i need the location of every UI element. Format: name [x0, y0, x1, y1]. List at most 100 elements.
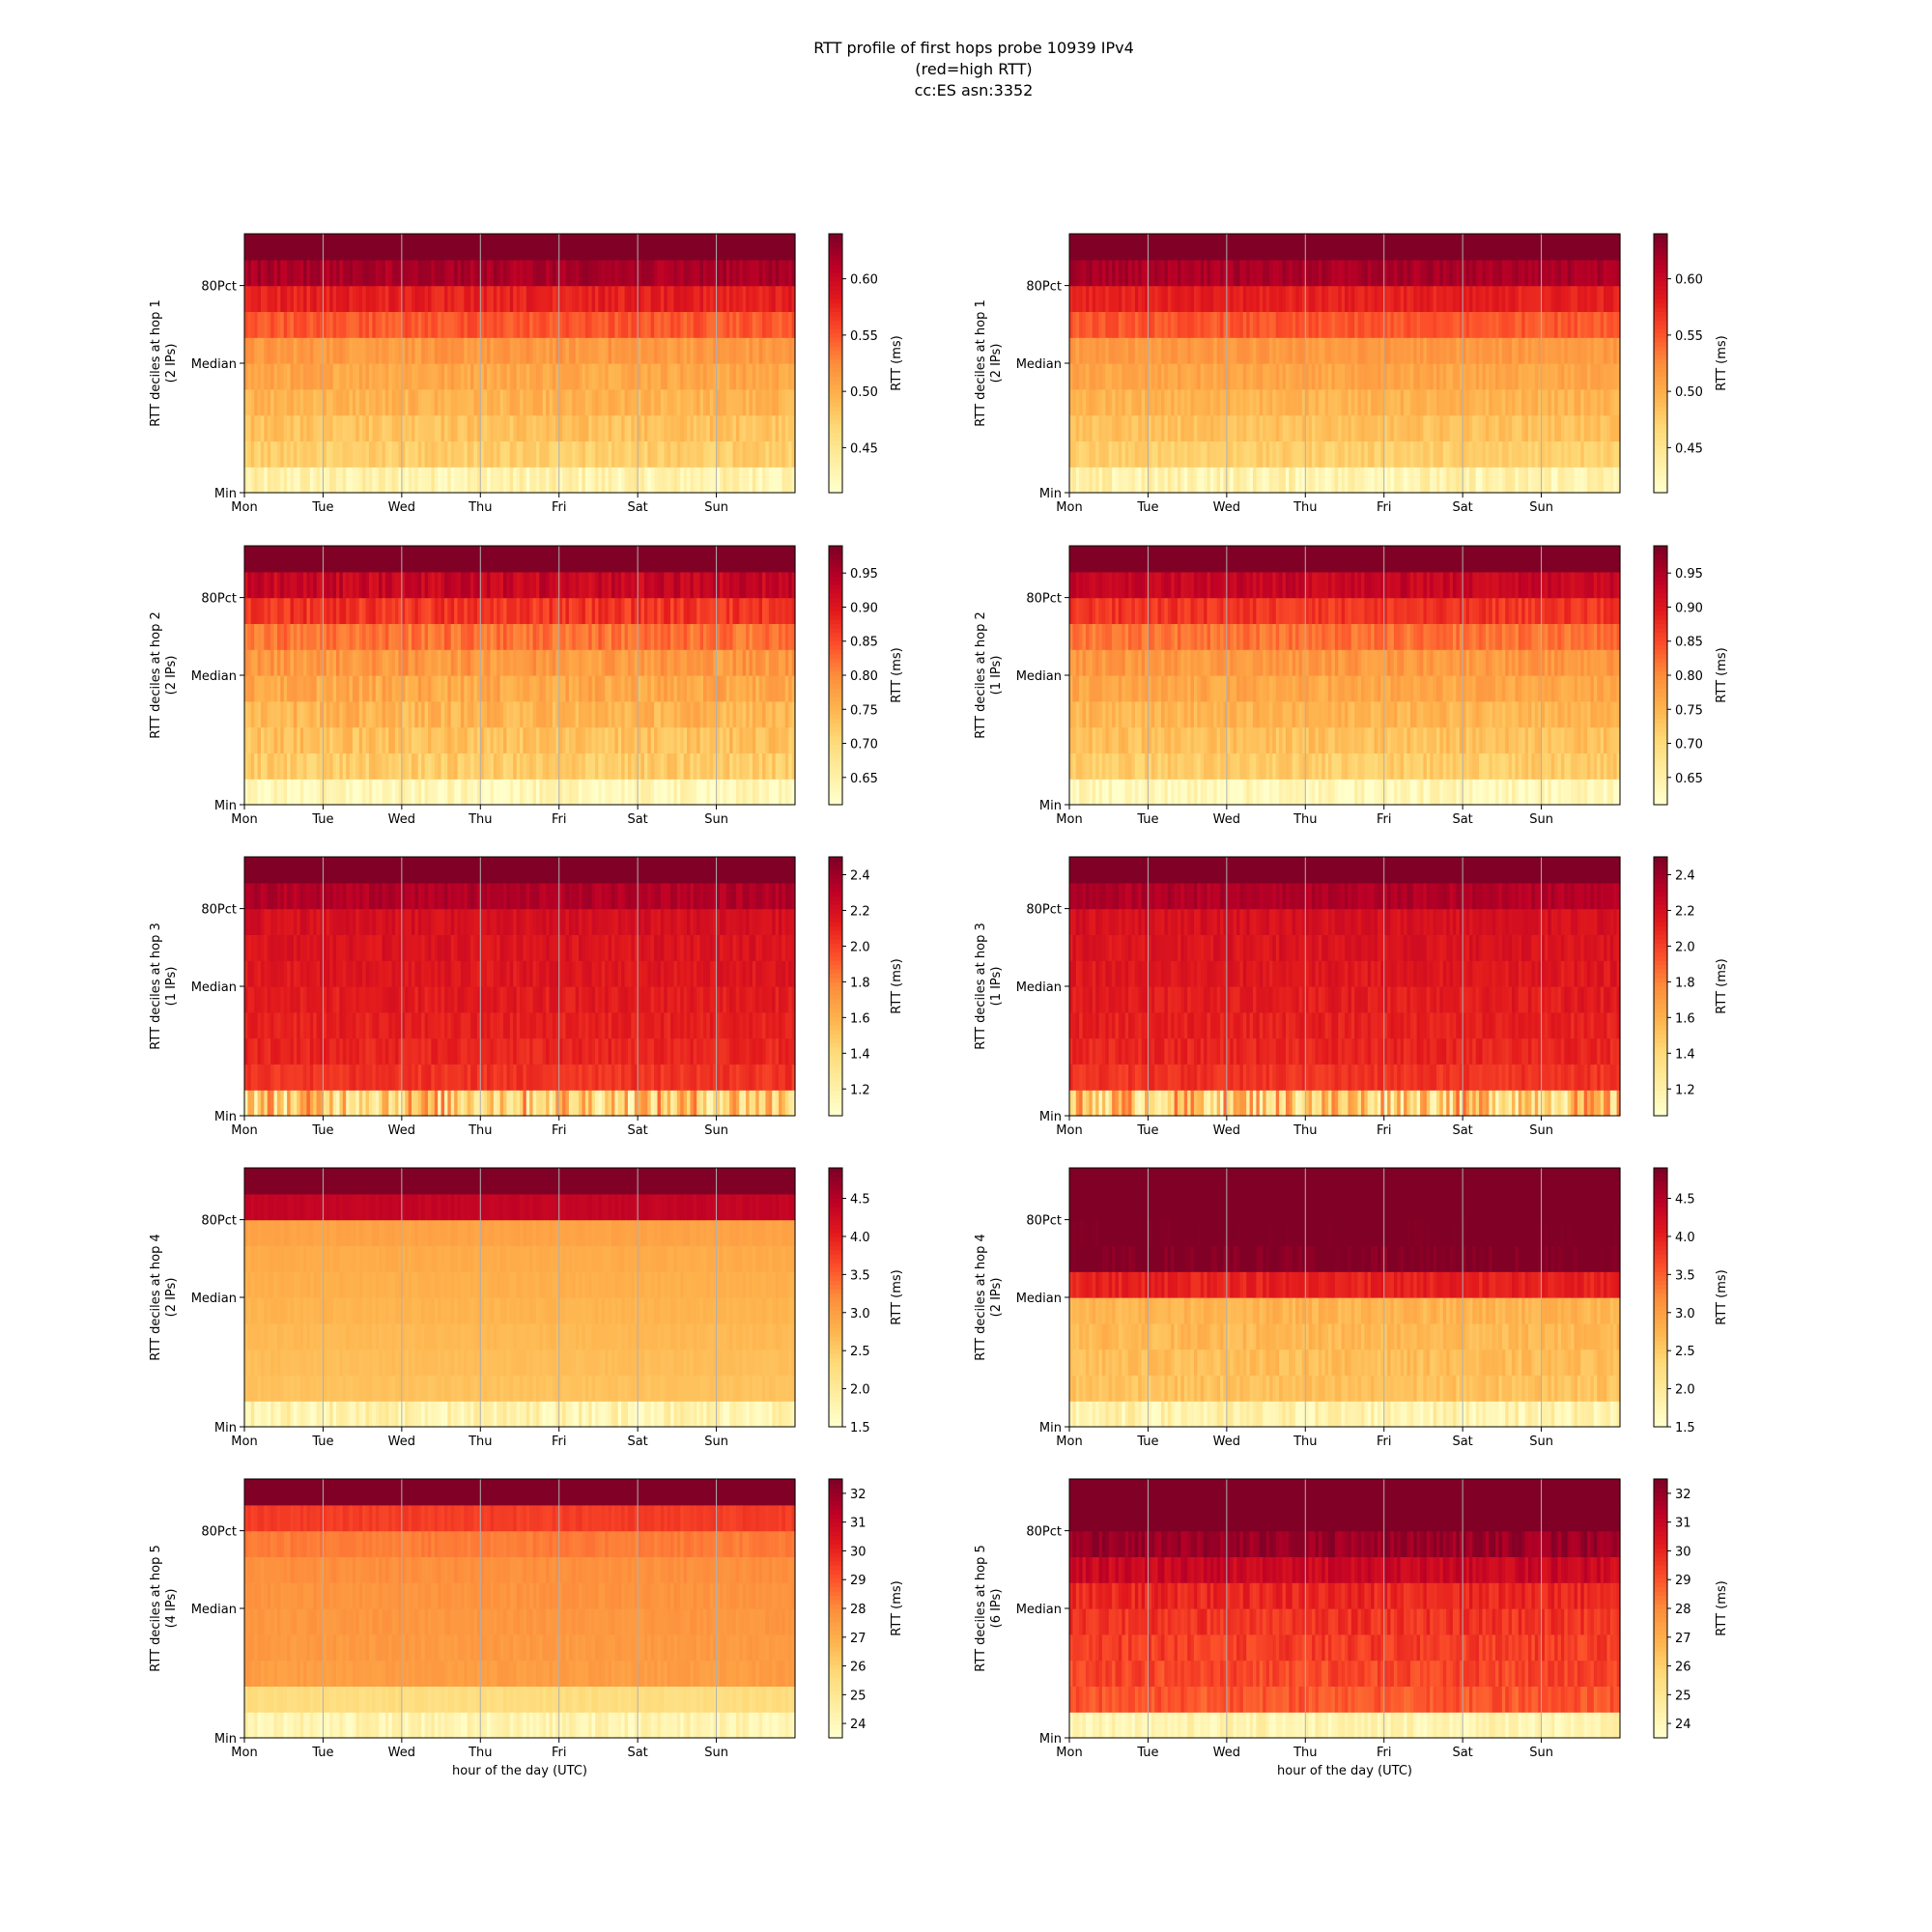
heatmap-cell [558, 649, 563, 676]
heatmap-cell [1360, 363, 1365, 390]
heatmap-cell [709, 363, 714, 390]
heatmap-cell [1268, 259, 1273, 287]
heatmap-cell [473, 311, 478, 338]
heatmap-cell [1259, 467, 1264, 494]
heatmap-cell [529, 388, 534, 416]
heatmap-cell [725, 467, 730, 494]
heatmap-cell [450, 363, 455, 390]
heatmap-cell [440, 414, 445, 441]
heatmap-cell [523, 649, 527, 676]
heatmap-cell [368, 259, 373, 287]
heatmap-cell [280, 440, 285, 468]
heatmap-cell [565, 414, 570, 441]
heatmap-cell [372, 259, 377, 287]
heatmap-cell [260, 753, 265, 780]
heatmap-cell [297, 440, 301, 468]
heatmap-cell [273, 285, 278, 312]
heatmap-cell [247, 571, 252, 599]
heatmap-cell [1600, 337, 1605, 364]
heatmap-cell [1521, 414, 1526, 441]
heatmap-cell [424, 285, 429, 312]
heatmap-cell [673, 440, 678, 468]
heatmap-cell [1187, 363, 1192, 390]
heatmap-cell [729, 597, 734, 624]
heatmap-cell [1452, 363, 1457, 390]
heatmap-cell [267, 285, 271, 312]
heatmap-cell [440, 467, 445, 494]
heatmap-cell [1279, 259, 1284, 287]
heatmap-cell [1439, 467, 1444, 494]
heatmap-cell [1505, 440, 1510, 468]
heatmap-cell [1577, 337, 1581, 364]
heatmap-cell [579, 311, 583, 338]
heatmap-cell [739, 414, 744, 441]
colorbar-step [1654, 332, 1667, 338]
colorbar-step [829, 234, 842, 240]
heatmap-cell [1393, 467, 1398, 494]
heatmap-cell [509, 337, 514, 364]
heatmap-cell [520, 388, 524, 416]
heatmap-cell [568, 414, 573, 441]
heatmap-cell [447, 467, 452, 494]
heatmap-cell [293, 649, 298, 676]
heatmap-cell [591, 285, 596, 312]
heatmap-cell [660, 623, 665, 650]
heatmap-cell [716, 311, 721, 338]
heatmap-cell [558, 440, 563, 468]
heatmap-cell [1118, 414, 1122, 441]
heatmap-cell [1292, 363, 1296, 390]
heatmap-cell [758, 337, 763, 364]
heatmap-cell [739, 440, 744, 468]
heatmap-cell [1079, 440, 1084, 468]
heatmap-cell [532, 311, 537, 338]
heatmap-cell [1364, 467, 1369, 494]
heatmap-cell [1324, 467, 1329, 494]
heatmap-cell [270, 440, 275, 468]
heatmap-cell [267, 234, 271, 261]
heatmap-cell [1430, 388, 1435, 416]
heatmap-cell [509, 285, 514, 312]
heatmap-cell [638, 414, 642, 441]
heatmap-cell [329, 597, 334, 624]
heatmap-cell [617, 285, 622, 312]
heatmap-cell [660, 259, 665, 287]
heatmap-cell [382, 337, 386, 364]
heatmap-cell [264, 440, 269, 468]
heatmap-cell [768, 337, 773, 364]
heatmap-cell [595, 440, 600, 468]
heatmap-cell [660, 337, 665, 364]
heatmap-cell [784, 259, 789, 287]
heatmap-cell [742, 337, 747, 364]
heatmap-cell [1233, 337, 1237, 364]
heatmap-cell [784, 337, 789, 364]
heatmap-cell [365, 414, 370, 441]
heatmap-cell [332, 259, 337, 287]
heatmap-cell [605, 467, 610, 494]
heatmap-cell [438, 363, 442, 390]
heatmap-cell [588, 259, 593, 287]
heatmap-cell [634, 234, 639, 261]
heatmap-cell [401, 440, 406, 468]
heatmap-cell [395, 467, 400, 494]
heatmap-cell [1268, 388, 1273, 416]
heatmap-cell [1292, 440, 1296, 468]
heatmap-cell [735, 311, 740, 338]
heatmap-cell [749, 467, 753, 494]
heatmap-cell [431, 726, 436, 753]
heatmap-cell [254, 337, 259, 364]
heatmap-cell [1508, 259, 1513, 287]
x-tick-label: Fri [1377, 500, 1392, 515]
heatmap-cell [667, 311, 671, 338]
heatmap-cell [470, 414, 475, 441]
heatmap-cell [1216, 440, 1221, 468]
heatmap-cell [746, 363, 751, 390]
heatmap-cell [605, 726, 610, 753]
heatmap-cell [595, 337, 600, 364]
heatmap-cell [696, 388, 701, 416]
heatmap-cell [1439, 259, 1444, 287]
heatmap-cell [1380, 440, 1385, 468]
heatmap-cell [676, 440, 681, 468]
heatmap-cell [1348, 414, 1352, 441]
heatmap-cell [568, 700, 573, 728]
heatmap-cell [1475, 285, 1480, 312]
